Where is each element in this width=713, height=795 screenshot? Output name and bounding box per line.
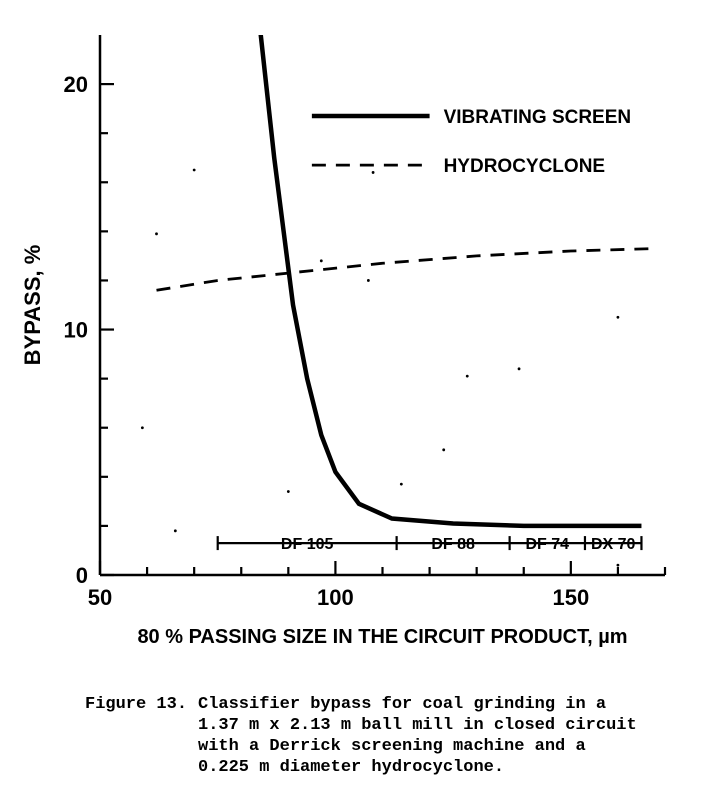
figure-caption: Figure 13. Classifier bypass for coal gri… <box>85 695 637 777</box>
x-axis-label: 80 % PASSING SIZE IN THE CIRCUIT PRODUCT… <box>137 626 627 648</box>
range-bar-label: DF 105 <box>281 536 334 553</box>
y-tick-label: 10 <box>64 318 88 343</box>
x-tick-label: 150 <box>552 585 589 610</box>
speckle-dot <box>367 279 370 282</box>
legend-label-vibrating_screen: VIBRATING SCREEN <box>444 107 632 128</box>
x-tick-label: 50 <box>88 585 112 610</box>
range-bar-label: DX 70 <box>591 536 636 553</box>
speckle-dot <box>442 448 445 451</box>
caption-label: Figure 13. <box>85 695 187 714</box>
y-tick-label: 20 <box>64 72 88 97</box>
caption-line: 1.37 m x 2.13 m ball mill in closed circ… <box>198 716 637 735</box>
speckle-dot <box>466 375 469 378</box>
range-bars: DF 105 DF 88 DF 74 DX 70 <box>218 536 642 553</box>
caption-line: 0.225 m diameter hydrocyclone. <box>198 758 504 777</box>
chart-svg: 50 100 150 0 10 20 80 % PASSING SIZE IN THE CI… <box>0 0 713 795</box>
legend-label-hydrocyclone: HYDROCYCLONE <box>444 156 606 177</box>
speckle-dot <box>400 483 403 486</box>
x-tick-label: 100 <box>317 585 354 610</box>
speckle-dot <box>320 259 323 262</box>
range-bar-label: DF 74 <box>526 536 570 553</box>
y-tick-label: 0 <box>76 563 88 588</box>
speckle-dot <box>447 579 450 582</box>
series-vibrating_screen <box>255 0 641 526</box>
speckle-dot <box>372 171 375 174</box>
speckle-dot <box>141 426 144 429</box>
series-hydrocyclone <box>157 249 656 291</box>
speckle-dot <box>193 169 196 172</box>
speckle-dot <box>287 490 290 493</box>
speckle-dot <box>617 564 620 567</box>
speckle-dot <box>617 316 620 319</box>
caption-line: Classifier bypass for coal grinding in a <box>198 695 606 714</box>
range-bar-label: DF 88 <box>431 536 475 553</box>
speckle-dot <box>174 529 177 532</box>
caption-line: with a Derrick screening machine and a <box>198 737 586 756</box>
speckle-dot <box>155 232 158 235</box>
y-axis-label: BYPASS, % <box>20 245 45 366</box>
legend: VIBRATING SCREEN HYDROCYCLONE <box>312 107 631 177</box>
series-group <box>141 0 656 581</box>
speckle-dot <box>518 367 521 370</box>
